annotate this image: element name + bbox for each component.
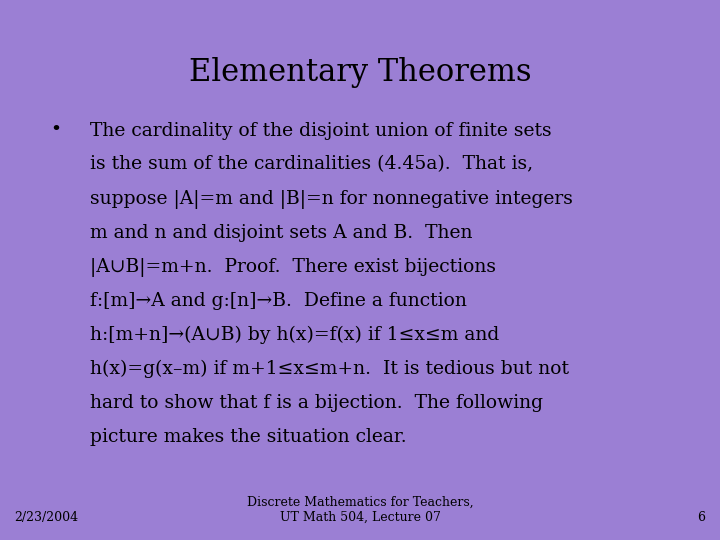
Text: is the sum of the cardinalities (4.45a).  That is,: is the sum of the cardinalities (4.45a).… — [90, 156, 533, 173]
Text: 6: 6 — [698, 511, 706, 524]
Text: picture makes the situation clear.: picture makes the situation clear. — [90, 428, 407, 445]
Text: •: • — [50, 122, 61, 139]
Text: h(x)=g(x–m) if m+1≤x≤m+n.  It is tedious but not: h(x)=g(x–m) if m+1≤x≤m+n. It is tedious … — [90, 360, 569, 378]
Text: m and n and disjoint sets A and B.  Then: m and n and disjoint sets A and B. Then — [90, 224, 472, 241]
Text: The cardinality of the disjoint union of finite sets: The cardinality of the disjoint union of… — [90, 122, 552, 139]
Text: suppose |A|=m and |B|=n for nonnegative integers: suppose |A|=m and |B|=n for nonnegative … — [90, 190, 573, 208]
Text: hard to show that f is a bijection.  The following: hard to show that f is a bijection. The … — [90, 394, 543, 411]
Text: 2/23/2004: 2/23/2004 — [14, 511, 78, 524]
Text: Elementary Theorems: Elementary Theorems — [189, 57, 531, 87]
Text: Discrete Mathematics for Teachers,
UT Math 504, Lecture 07: Discrete Mathematics for Teachers, UT Ma… — [247, 496, 473, 524]
Text: |A∪B|=m+n.  Proof.  There exist bijections: |A∪B|=m+n. Proof. There exist bijections — [90, 258, 496, 276]
Text: f:[m]→A and g:[n]→B.  Define a function: f:[m]→A and g:[n]→B. Define a function — [90, 292, 467, 309]
Text: h:[m+n]→(A∪B) by h(x)=f(x) if 1≤x≤m and: h:[m+n]→(A∪B) by h(x)=f(x) if 1≤x≤m and — [90, 326, 499, 344]
